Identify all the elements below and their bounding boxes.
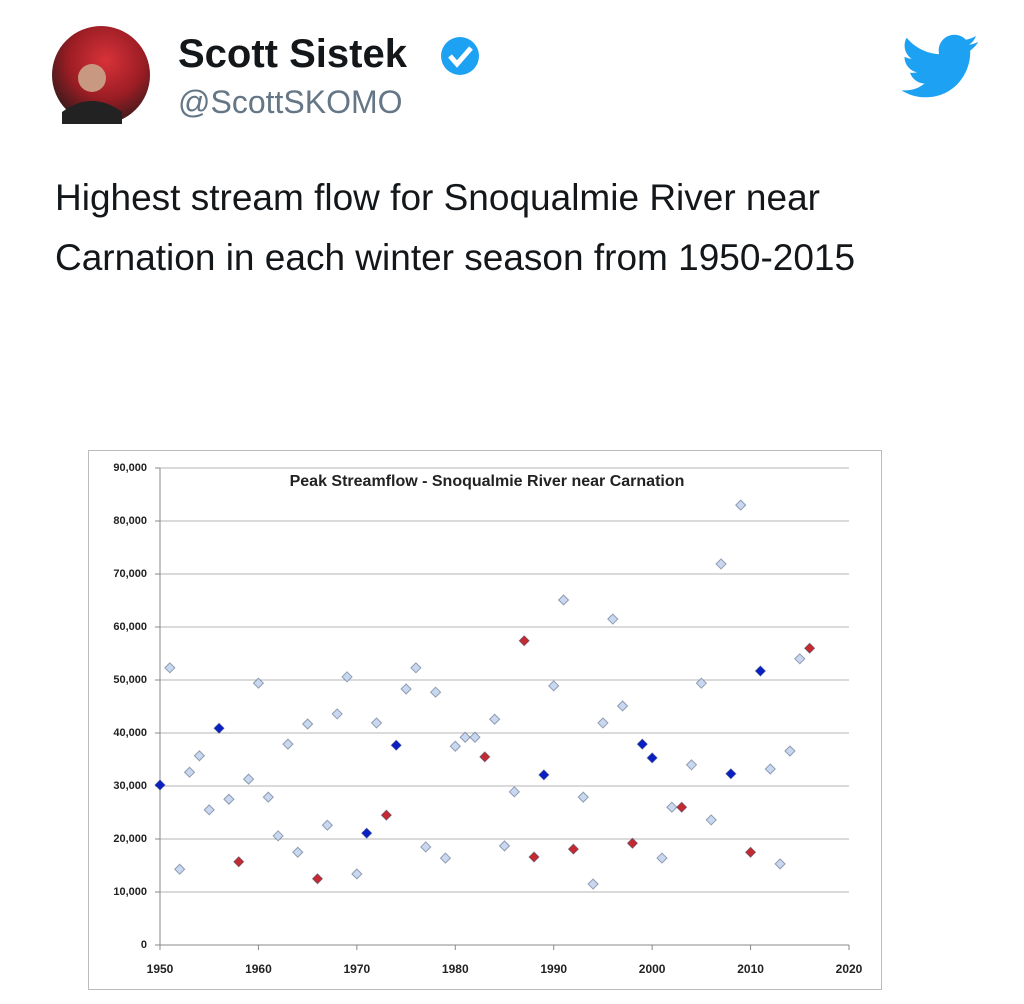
avatar-face — [78, 64, 106, 92]
author-name[interactable]: Scott Sistek — [178, 32, 407, 76]
data-point — [233, 856, 245, 868]
data-point — [754, 665, 767, 677]
data-point — [292, 846, 304, 858]
data-point — [636, 738, 649, 750]
data-point — [321, 819, 334, 831]
tweet-text: Highest stream flow for Snoqualmie River… — [55, 177, 856, 278]
data-point — [528, 851, 540, 863]
data-point — [666, 801, 678, 813]
data-point — [272, 830, 284, 842]
data-point — [341, 671, 353, 683]
data-point — [577, 791, 589, 803]
data-point — [479, 751, 491, 763]
data-point — [784, 745, 796, 757]
x-tick-label: 2010 — [737, 962, 764, 976]
data-point — [587, 878, 599, 890]
data-point — [410, 662, 422, 674]
data-point — [774, 858, 786, 870]
data-point — [360, 827, 373, 839]
data-point — [301, 718, 314, 730]
data-point — [370, 717, 383, 729]
data-point — [164, 662, 176, 674]
y-tick-label: 80,000 — [113, 515, 147, 527]
data-point — [508, 786, 521, 798]
x-tick-label: 2000 — [639, 962, 666, 976]
data-point — [567, 843, 580, 855]
data-point — [518, 635, 530, 647]
data-point — [794, 653, 806, 665]
data-point — [656, 852, 668, 864]
y-tick-label: 50,000 — [113, 674, 147, 686]
data-point — [597, 717, 609, 729]
data-point — [557, 594, 570, 606]
data-point — [380, 809, 393, 821]
chart-title: Peak Streamflow - Snoqualmie River near … — [290, 473, 685, 490]
data-point — [469, 731, 481, 743]
data-point — [735, 499, 747, 511]
data-point — [242, 773, 255, 785]
data-point — [744, 846, 757, 858]
chart-frame — [88, 450, 882, 990]
data-point — [154, 779, 166, 791]
data-point — [262, 791, 274, 803]
data-point — [213, 722, 225, 734]
x-tick-label: 1960 — [245, 962, 272, 976]
data-point — [685, 759, 698, 771]
y-tick-label: 10,000 — [113, 886, 147, 898]
data-point — [538, 769, 550, 781]
avatar-body — [62, 101, 122, 124]
data-point — [705, 814, 717, 826]
y-tick-label: 70,000 — [113, 568, 147, 580]
data-point — [695, 677, 708, 689]
data-point — [351, 868, 363, 880]
data-point — [488, 713, 501, 725]
data-point — [203, 804, 215, 816]
data-point — [459, 731, 471, 743]
chart: Peak Streamflow - Snoqualmie River near … — [113, 462, 862, 976]
verified-check — [448, 46, 473, 68]
y-tick-label: 20,000 — [113, 833, 147, 845]
x-tick-label: 1990 — [540, 962, 567, 976]
data-point — [764, 763, 776, 775]
y-tick-label: 40,000 — [113, 727, 147, 739]
data-point — [252, 677, 265, 689]
data-point — [223, 793, 235, 805]
data-point — [390, 739, 402, 751]
twitter-logo[interactable] — [901, 34, 979, 98]
data-point — [183, 766, 196, 778]
author-handle[interactable]: @ScottSKOMO — [178, 84, 403, 120]
y-tick-label: 90,000 — [113, 462, 147, 474]
verified-badge — [441, 37, 479, 75]
data-point — [626, 837, 639, 849]
data-point — [675, 801, 688, 813]
y-tick-label: 0 — [141, 939, 147, 951]
y-tick-label: 60,000 — [113, 621, 147, 633]
x-tick-label: 2020 — [836, 962, 863, 976]
data-point — [331, 708, 343, 720]
data-point — [449, 740, 461, 752]
data-point — [420, 841, 432, 853]
data-point — [282, 738, 294, 750]
x-tick-label: 1950 — [147, 962, 174, 976]
data-point — [715, 558, 727, 570]
data-point — [607, 613, 619, 625]
data-point — [311, 873, 324, 885]
data-point — [193, 750, 206, 762]
data-point — [646, 752, 658, 764]
data-point — [429, 686, 442, 698]
x-tick-label: 1970 — [344, 962, 371, 976]
data-point — [439, 852, 452, 864]
data-point — [803, 642, 816, 654]
data-point — [725, 768, 737, 780]
data-point — [616, 700, 629, 712]
x-tick-label: 1980 — [442, 962, 469, 976]
data-point — [400, 683, 412, 695]
data-point — [548, 680, 560, 692]
data-point — [173, 863, 186, 875]
y-tick-label: 30,000 — [113, 780, 147, 792]
data-point — [498, 840, 511, 852]
